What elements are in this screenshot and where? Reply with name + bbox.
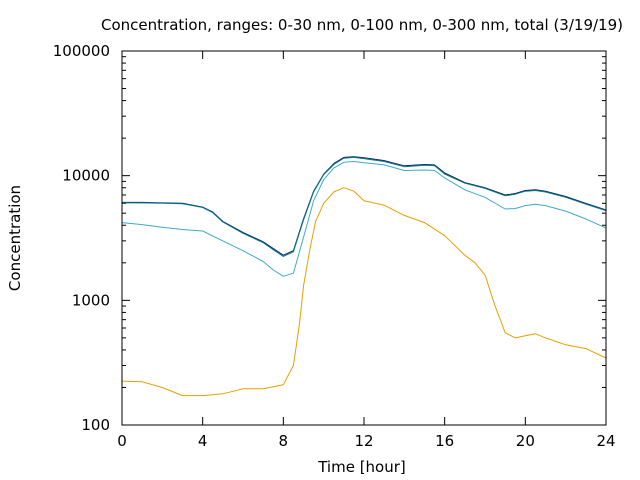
series-line-1 (122, 156, 607, 257)
x-axis-title: Time [hour] (317, 458, 406, 476)
x-tick-label: 20 (516, 432, 535, 450)
series-lines (121, 156, 607, 397)
y-axis-title: Concentration (6, 185, 24, 291)
y-tick-label: 100 (81, 416, 110, 434)
y-tick-label: 1000 (72, 291, 110, 309)
x-tick-label: 16 (435, 432, 454, 450)
x-tick-label: 4 (198, 432, 208, 450)
x-tick-label: 0 (117, 432, 127, 450)
x-tick-label: 12 (354, 432, 373, 450)
y-tick-label: 10000 (62, 167, 110, 185)
y-tick-label: 100000 (53, 42, 110, 60)
series-line-2 (121, 161, 607, 277)
axis-ticks (121, 50, 607, 426)
series-line-3 (121, 187, 607, 397)
x-tick-label: 24 (596, 432, 615, 450)
plot-frame (121, 50, 607, 426)
axis-tick-labels: 0 4 8 12 16 20 24 100 1000 10000 100000 (53, 42, 616, 450)
x-tick-label: 8 (279, 432, 289, 450)
chart-title: Concentration, ranges: 0-30 nm, 0-100 nm… (101, 16, 623, 34)
